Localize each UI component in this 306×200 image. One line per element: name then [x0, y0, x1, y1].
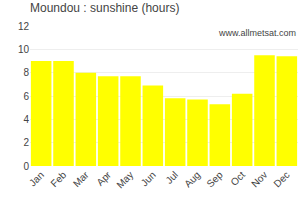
svg-text:10: 10 [18, 44, 30, 55]
svg-text:2: 2 [23, 137, 29, 148]
svg-text:12: 12 [18, 21, 30, 32]
svg-text:6: 6 [23, 91, 29, 102]
svg-text:Moundou : sunshine (hours): Moundou : sunshine (hours) [30, 1, 179, 15]
svg-text:0: 0 [23, 161, 29, 172]
svg-text:Jan: Jan [27, 169, 46, 188]
svg-text:Oct: Oct [228, 169, 247, 188]
svg-text:Feb: Feb [48, 169, 68, 189]
svg-text:4: 4 [23, 114, 29, 125]
svg-text:www.allmetsat.com: www.allmetsat.com [218, 28, 296, 38]
svg-text:Aug: Aug [182, 169, 202, 189]
svg-text:8: 8 [23, 67, 29, 78]
svg-text:Nov: Nov [249, 169, 269, 189]
svg-text:Jun: Jun [139, 169, 158, 188]
svg-text:Jul: Jul [163, 169, 180, 186]
svg-text:Sep: Sep [204, 169, 225, 190]
svg-text:May: May [114, 169, 135, 190]
svg-text:Mar: Mar [71, 169, 91, 189]
svg-text:Apr: Apr [94, 169, 113, 188]
svg-text:Dec: Dec [271, 169, 291, 189]
